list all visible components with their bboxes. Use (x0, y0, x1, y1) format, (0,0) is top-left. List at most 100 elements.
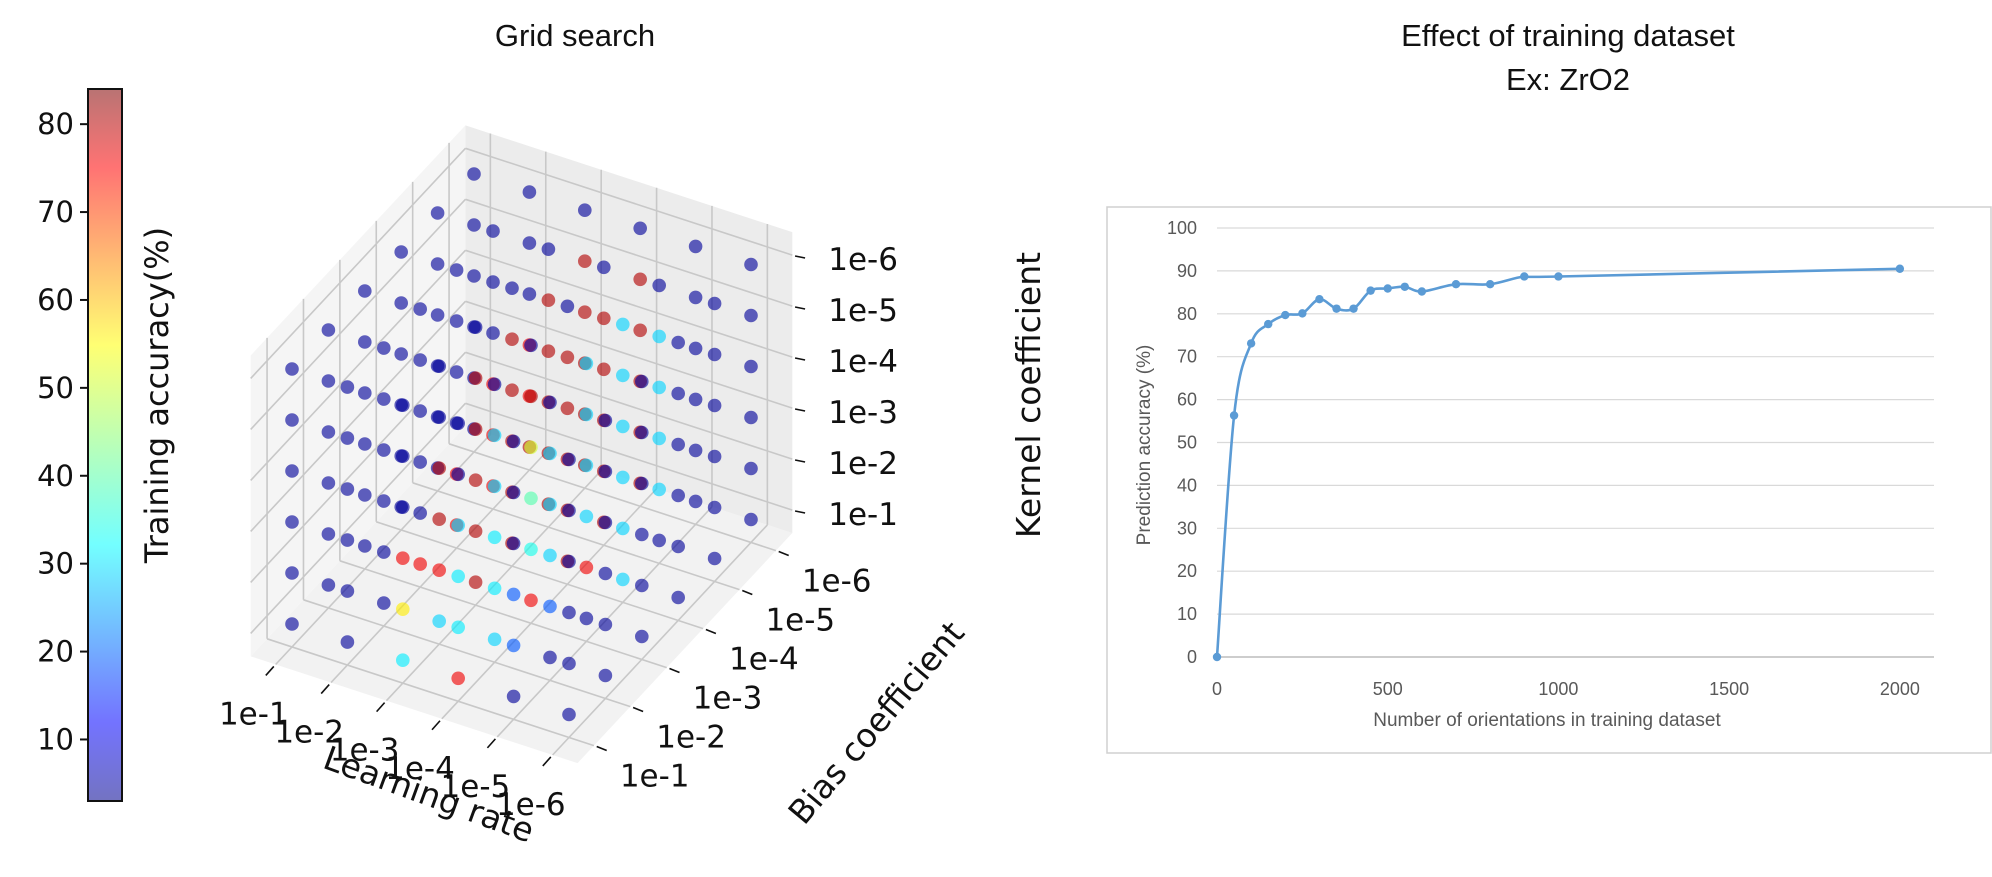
scatter-point (616, 572, 630, 587)
scatter-point (652, 380, 666, 395)
y-tick-label: 40 (1177, 475, 1197, 495)
scatter-point (543, 446, 557, 461)
back-gridline (465, 147, 793, 256)
colorbar-ticks: 10 20 30 40 50 60 70 80 (37, 107, 88, 756)
scatter-point (451, 671, 466, 686)
scatter-point (505, 383, 519, 398)
back-gridline (465, 198, 793, 307)
scatter-point (340, 533, 355, 547)
scatter-point (560, 350, 575, 365)
y-tick-label: 90 (1177, 261, 1197, 281)
colorbar-tick-label: 10 (37, 722, 74, 756)
scatter-point (579, 611, 594, 626)
scatter-point (522, 185, 537, 199)
x-tick-label: 1e-4 (385, 751, 455, 787)
scatter-point (707, 500, 722, 515)
x-tick-label: 0 (1212, 679, 1222, 699)
y-tick-label: 60 (1177, 390, 1197, 410)
x-tick-label: 1e-6 (496, 787, 566, 823)
scatter-point (321, 476, 336, 490)
x-tick-label: 500 (1373, 679, 1403, 699)
scatter-point (394, 245, 409, 259)
scatter-point (321, 425, 336, 439)
scatter-point (467, 269, 481, 283)
scatter-point (432, 512, 447, 526)
scatter-point (487, 530, 502, 545)
z-tick-mark (794, 510, 806, 514)
scatter-point (413, 404, 428, 418)
colorbar: 10 20 30 40 50 60 70 80 Training accuracy(%) (37, 88, 176, 802)
scatter-point (396, 500, 410, 514)
floor-pane (250, 426, 793, 764)
training-dataset-title: Effect of training dataset (1401, 18, 1735, 53)
scatter-point (467, 167, 481, 181)
scatter-point (635, 425, 649, 440)
scatter-point (394, 347, 409, 361)
scatter-point (506, 587, 521, 602)
scatter-point (505, 281, 519, 296)
back-gridline (465, 351, 793, 460)
scatter-point (522, 236, 537, 250)
colorbar-gradient (88, 89, 122, 801)
x-tick-mark (320, 684, 330, 695)
scatter-point (432, 563, 447, 577)
scatter-point (487, 377, 502, 392)
scatter-point (449, 263, 464, 277)
y-tick-label: 1e-5 (765, 603, 835, 639)
y-axis-label-prediction-accuracy: Prediction accuracy (%) (1134, 345, 1155, 546)
z-tick-label: 1e-3 (828, 395, 898, 431)
colorbar-tick-label: 70 (37, 195, 74, 229)
scatter-point (562, 452, 576, 467)
scatter-point (562, 554, 576, 569)
scatter-point (486, 326, 500, 340)
scatter-point (598, 464, 613, 479)
scatter-point (413, 455, 428, 469)
floor-gridline (448, 443, 777, 552)
scatter-point (633, 221, 647, 236)
colorbar-tick-label: 40 (37, 459, 74, 493)
scatter-point (358, 284, 372, 298)
series-marker (1332, 304, 1341, 313)
y-tick-label: 1e-2 (656, 720, 726, 756)
series-marker (1417, 287, 1427, 296)
y-tick-label: 20 (1177, 561, 1197, 581)
scatter-point (633, 323, 647, 338)
colorbar-tick-label: 60 (37, 283, 74, 317)
scatter-point (707, 347, 722, 362)
z-tick-label: 1e-6 (828, 242, 898, 278)
scatter-point (358, 539, 372, 553)
scatter-point (635, 476, 649, 491)
scatter-point (543, 395, 557, 410)
scatter-point (597, 311, 611, 326)
scatter-point (377, 494, 391, 508)
y-tick-label: 30 (1177, 518, 1197, 538)
scatter-point (430, 257, 445, 271)
scatter-point (413, 302, 428, 316)
scatter-point (707, 449, 722, 464)
scatter-point (541, 293, 556, 308)
series-marker (1366, 286, 1375, 295)
line-chart-series (1212, 264, 1905, 662)
x-tick-label: 1500 (1709, 679, 1749, 699)
x-tick-mark (376, 702, 386, 713)
scatter-point (652, 431, 666, 446)
series-marker (1315, 295, 1324, 304)
scatter-point (597, 260, 611, 275)
scatter-point (579, 560, 594, 575)
scatter-point (707, 296, 722, 311)
scatter-point (688, 239, 703, 254)
series-marker (1451, 279, 1461, 289)
colorbar-tick-label: 50 (37, 371, 74, 405)
scatter-point (432, 614, 447, 628)
scatter-point (671, 437, 685, 452)
scatter-point (394, 296, 409, 310)
x-tick-mark (431, 720, 441, 731)
y-tick-label: 1e-6 (802, 564, 872, 600)
scatter-point (468, 422, 483, 437)
scatter-point (598, 413, 613, 428)
colorbar-label: Training accuracy(%) (138, 227, 176, 564)
training-dataset-subtitle: Ex: ZrO2 (1506, 62, 1630, 97)
scatter-point (430, 206, 445, 220)
scatter-point (396, 551, 410, 565)
y-tick-label: 10 (1177, 604, 1197, 624)
